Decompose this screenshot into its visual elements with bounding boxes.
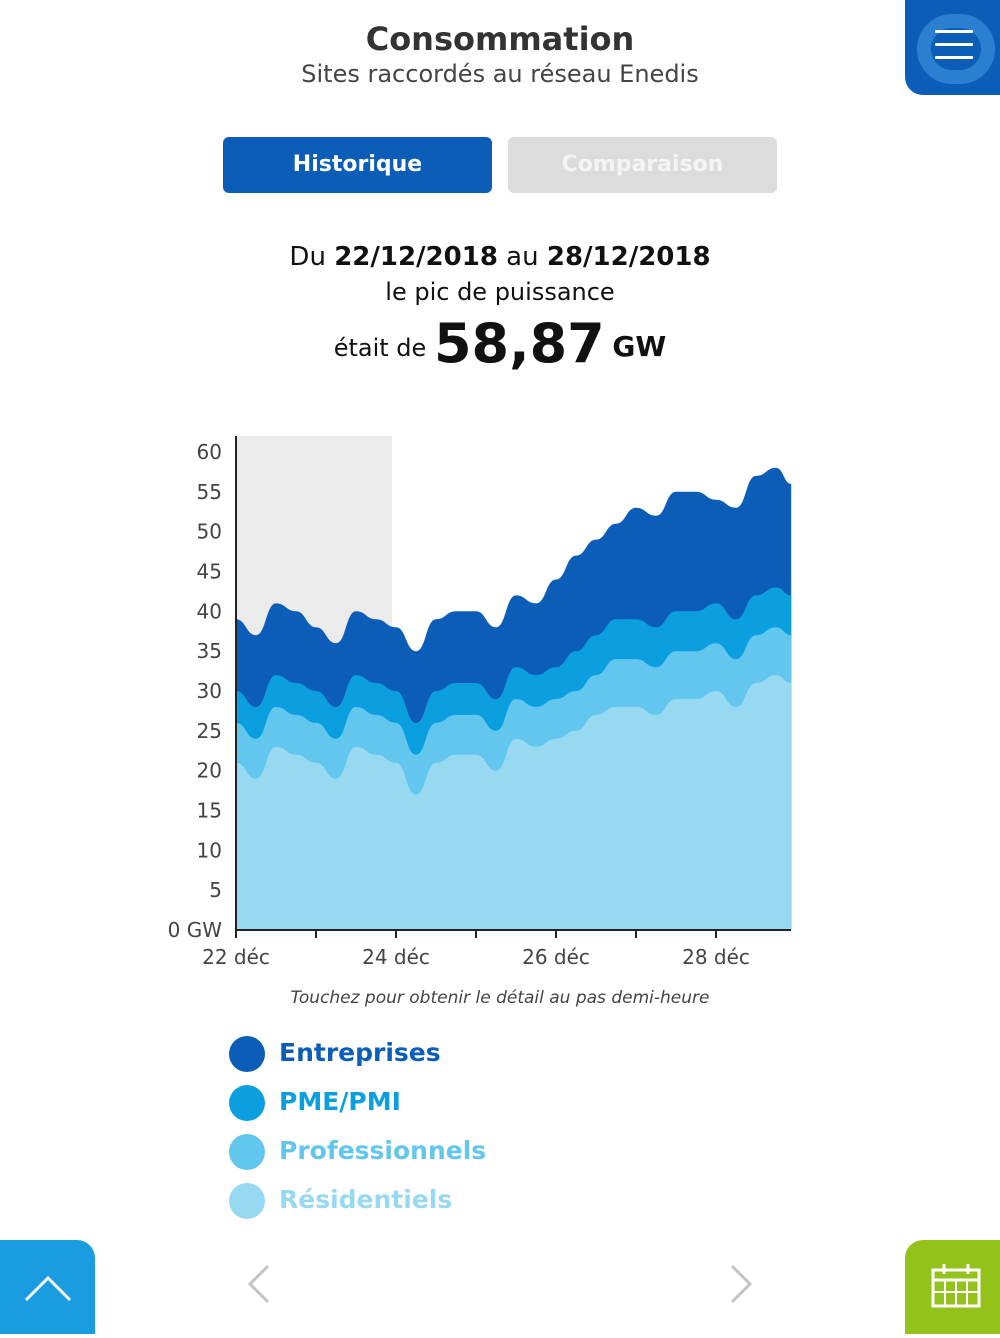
x-tick-label: 24 déc [362, 945, 430, 969]
legend-label: Résidentiels [279, 1185, 453, 1214]
date-range-prefix: Du [289, 242, 326, 272]
y-tick-label: 5 [209, 878, 222, 902]
peak-label: le pic de puissance [385, 278, 615, 306]
chevron-right-icon [730, 1264, 753, 1304]
x-tick-label: 22 déc [202, 945, 270, 969]
date-range-middle: au [506, 242, 539, 272]
menu-button[interactable] [905, 0, 1000, 95]
detail-hint: Touchez pour obtenir le détail au pas de… [290, 988, 710, 1008]
previous-week-button[interactable] [240, 1262, 280, 1306]
legend-dot [229, 1134, 265, 1170]
area-residentiels [236, 675, 792, 930]
tab-comparaison[interactable]: Comparaison [508, 137, 777, 193]
page-title: Consommation [365, 20, 635, 58]
tab-historique[interactable]: Historique [223, 137, 492, 193]
x-tick-label: 26 déc [522, 945, 590, 969]
chevron-up-icon [24, 1275, 72, 1302]
calendar-icon [931, 1264, 981, 1308]
y-tick-label: 40 [197, 599, 222, 623]
chevron-left-icon [247, 1264, 270, 1304]
legend-dot [229, 1183, 265, 1219]
y-tick-label: 35 [197, 639, 222, 663]
y-tick-label: 30 [197, 679, 222, 703]
date-to: 28/12/2018 [546, 242, 711, 272]
y-tick-label: 25 [197, 719, 222, 743]
y-tick-label: 60 [197, 440, 222, 464]
peak-prefix: était de [333, 334, 427, 362]
y-tick-label: 50 [197, 520, 222, 544]
calendar-button[interactable] [905, 1240, 1000, 1334]
y-tick-label: 0 GW [168, 918, 223, 942]
peak-line: était de 58,87 GW [0, 312, 1000, 375]
y-tick-label: 20 [197, 759, 222, 783]
x-tick-label: 28 déc [682, 945, 750, 969]
y-tick-label: 15 [197, 799, 222, 823]
scroll-top-button[interactable] [0, 1240, 95, 1334]
legend-dot [229, 1085, 265, 1121]
legend-label: Professionnels [279, 1136, 487, 1165]
peak-value: 58,87 [433, 312, 605, 375]
legend-label: PME/PMI [279, 1087, 401, 1116]
consumption-chart[interactable]: 0 GW 5 10 15 20 25 30 35 40 45 50 55 60 22 déc 24 déc 2… [0, 400, 1000, 980]
peak-unit: GW [612, 330, 667, 363]
legend-dot [229, 1036, 265, 1072]
date-from: 22/12/2018 [334, 242, 498, 272]
hamburger-menu-icon [935, 30, 973, 60]
y-tick-label: 10 [197, 838, 222, 862]
date-range: Du 22/12/2018 au 28/12/2018 [0, 242, 1000, 272]
legend-label: Entreprises [279, 1038, 441, 1067]
y-tick-label: 45 [197, 560, 222, 584]
y-tick-label: 55 [197, 480, 222, 504]
next-week-button[interactable] [720, 1262, 760, 1306]
page-subtitle: Sites raccordés au réseau Enedis [301, 60, 699, 88]
